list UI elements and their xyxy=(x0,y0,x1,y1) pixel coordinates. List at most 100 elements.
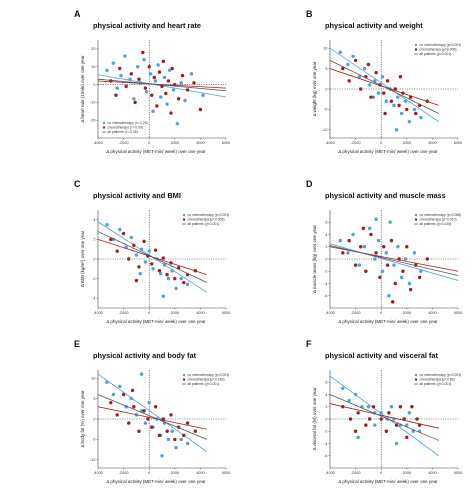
legend-label-chemotherapy: chemotherapy (p=0.005) xyxy=(188,218,225,222)
data-point-chemotherapy xyxy=(132,243,136,247)
data-point-no-chemotherapy xyxy=(367,83,372,87)
y-tick-label: 10 xyxy=(323,46,327,50)
data-point-no-chemotherapy xyxy=(201,93,205,97)
x-tick-label: -2000 xyxy=(119,141,129,145)
data-point-chemotherapy xyxy=(414,111,418,116)
y-tick-label: 5 xyxy=(325,67,327,71)
data-point-no-chemotherapy xyxy=(403,99,408,103)
data-point-chemotherapy xyxy=(391,300,395,304)
x-tick-label: -2000 xyxy=(351,141,361,145)
data-point-no-chemotherapy xyxy=(396,95,400,99)
x-tick-label: 4000 xyxy=(428,311,436,315)
data-point-chemotherapy xyxy=(155,104,159,108)
data-point-no-chemotherapy xyxy=(160,454,164,458)
data-point-no-chemotherapy xyxy=(119,73,123,78)
data-point-no-chemotherapy xyxy=(139,247,144,251)
data-point-chemotherapy xyxy=(141,50,145,55)
data-point-chemotherapy xyxy=(415,417,419,421)
x-tick-label: 0 xyxy=(148,141,150,145)
data-point-no-chemotherapy xyxy=(419,269,423,273)
panel-label: A xyxy=(74,9,81,19)
data-point-chemotherapy xyxy=(366,62,371,67)
data-point-chemotherapy xyxy=(164,91,168,96)
legend-label-all-patients: all patients (p<0.001) xyxy=(420,382,452,386)
data-point-chemotherapy xyxy=(341,251,345,255)
legend-label-chemotherapy: chemotherapy (r=-0.09) xyxy=(108,126,144,130)
legend-label-no-chemotherapy: no chemotherapy (p<0.001) xyxy=(420,373,462,377)
data-point-no-chemotherapy xyxy=(346,251,350,255)
panel-label: C xyxy=(74,179,81,189)
data-point-chemotherapy xyxy=(369,95,373,99)
panel-label: E xyxy=(74,339,80,349)
data-point-no-chemotherapy xyxy=(362,66,367,71)
data-point-chemotherapy xyxy=(374,251,378,255)
y-tick-label: 10 xyxy=(91,376,95,380)
panel-title: physical activity and muscle mass xyxy=(325,191,446,200)
data-point-no-chemotherapy xyxy=(151,267,155,271)
data-point-no-chemotherapy xyxy=(118,384,122,389)
panel-label: B xyxy=(306,9,313,19)
data-point-no-chemotherapy xyxy=(159,272,163,276)
data-point-chemotherapy xyxy=(389,238,394,243)
legend-swatch-chemotherapy xyxy=(102,126,106,129)
data-point-no-chemotherapy xyxy=(171,88,176,92)
data-point-chemotherapy xyxy=(192,81,196,85)
x-tick-label: 0 xyxy=(380,141,382,145)
data-point-no-chemotherapy xyxy=(128,77,132,81)
data-point-chemotherapy xyxy=(401,269,405,273)
data-point-no-chemotherapy xyxy=(151,109,155,113)
legend-swatch-no-chemotherapy xyxy=(414,373,418,377)
fit-line-all-patients xyxy=(97,231,207,283)
data-point-no-chemotherapy xyxy=(132,97,136,101)
data-point-no-chemotherapy xyxy=(166,276,171,281)
data-point-chemotherapy xyxy=(405,435,409,440)
data-point-chemotherapy xyxy=(185,421,190,425)
y-tick-label: -4 xyxy=(324,282,327,286)
data-point-chemotherapy xyxy=(408,95,413,99)
legend-swatch-chemotherapy xyxy=(414,48,418,51)
data-point-no-chemotherapy xyxy=(162,75,167,80)
panel-label: D xyxy=(306,179,313,189)
data-point-no-chemotherapy xyxy=(153,79,158,83)
legend: no chemotherapy (p<0.001)chemotherapy (p… xyxy=(182,373,229,386)
data-point-no-chemotherapy xyxy=(161,294,165,298)
legend: no chemotherapy (p<0.001)chemotherapy (p… xyxy=(414,373,461,386)
data-point-chemotherapy xyxy=(382,91,386,95)
data-point-chemotherapy xyxy=(142,239,146,244)
data-point-no-chemotherapy xyxy=(374,217,378,221)
x-tick-label: 2000 xyxy=(171,311,179,315)
data-point-chemotherapy xyxy=(161,59,165,64)
fit-line-all-patients xyxy=(329,394,439,441)
data-point-chemotherapy xyxy=(389,99,394,103)
x-tick-label: 6000 xyxy=(454,311,462,315)
x-tick-label: -4000 xyxy=(325,311,335,315)
y-axis-label: Δ muscle mass (kg) over one year xyxy=(312,224,317,293)
data-point-chemotherapy xyxy=(146,417,150,421)
data-point-no-chemotherapy xyxy=(144,89,149,94)
data-point-no-chemotherapy xyxy=(366,405,371,409)
data-point-chemotherapy xyxy=(182,280,186,285)
x-tick-label: 4000 xyxy=(196,141,204,145)
data-point-no-chemotherapy xyxy=(351,232,355,237)
data-point-no-chemotherapy xyxy=(142,57,146,62)
data-point-chemotherapy xyxy=(169,261,173,265)
data-point-chemotherapy xyxy=(127,257,131,261)
data-point-chemotherapy xyxy=(109,237,113,242)
x-tick-label: 2000 xyxy=(403,311,411,315)
data-point-no-chemotherapy xyxy=(407,411,412,415)
data-point-chemotherapy xyxy=(169,413,173,417)
data-point-chemotherapy xyxy=(176,97,181,101)
data-point-chemotherapy xyxy=(130,388,135,393)
data-point-chemotherapy xyxy=(170,66,174,71)
data-point-no-chemotherapy xyxy=(407,119,412,124)
data-point-no-chemotherapy xyxy=(105,68,109,72)
legend-label-no-chemotherapy: no chemotherapy (p<0.001) xyxy=(420,43,462,47)
legend-label-no-chemotherapy: no chemotherapy (p<0.001) xyxy=(188,373,230,377)
data-point-no-chemotherapy xyxy=(165,102,169,106)
data-point-chemotherapy xyxy=(121,392,126,397)
data-point-no-chemotherapy xyxy=(371,95,376,99)
data-point-chemotherapy xyxy=(129,72,133,76)
data-point-chemotherapy xyxy=(133,100,137,105)
y-tick-label: -6 xyxy=(324,294,327,298)
